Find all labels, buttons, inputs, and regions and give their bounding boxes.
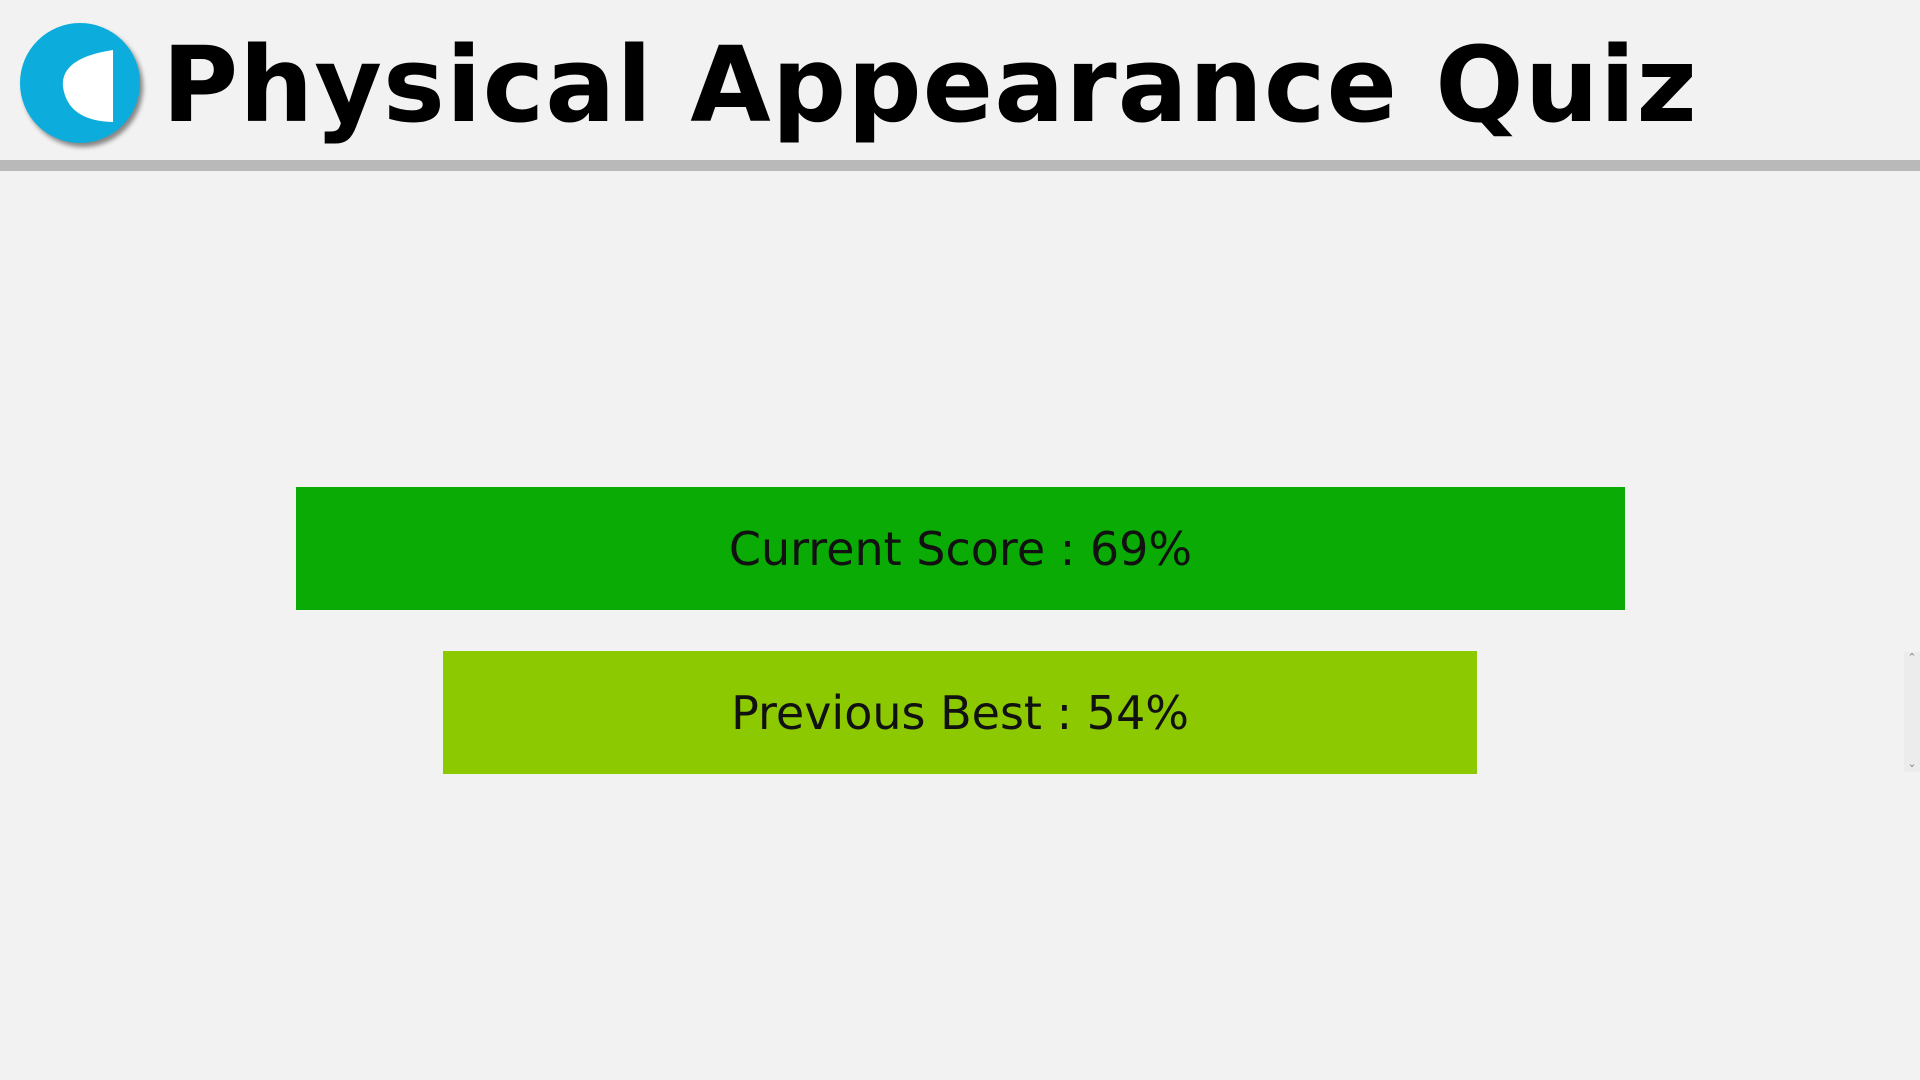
- chevron-down-icon[interactable]: ⌄: [1907, 757, 1917, 770]
- previous-best-text: Previous Best : 54%: [731, 685, 1189, 740]
- half-moon-logo-icon: [62, 50, 113, 122]
- previous-best-banner: Previous Best : 54%: [443, 651, 1477, 774]
- header-divider: [0, 160, 1920, 171]
- app-logo: [20, 23, 140, 143]
- current-score-banner: Current Score : 69%: [296, 487, 1625, 610]
- page-title: Physical Appearance Quiz: [162, 24, 1698, 146]
- current-score-text: Current Score : 69%: [728, 521, 1193, 576]
- vertical-scrollbar[interactable]: [1904, 652, 1920, 772]
- chevron-up-icon[interactable]: ⌃: [1907, 651, 1917, 664]
